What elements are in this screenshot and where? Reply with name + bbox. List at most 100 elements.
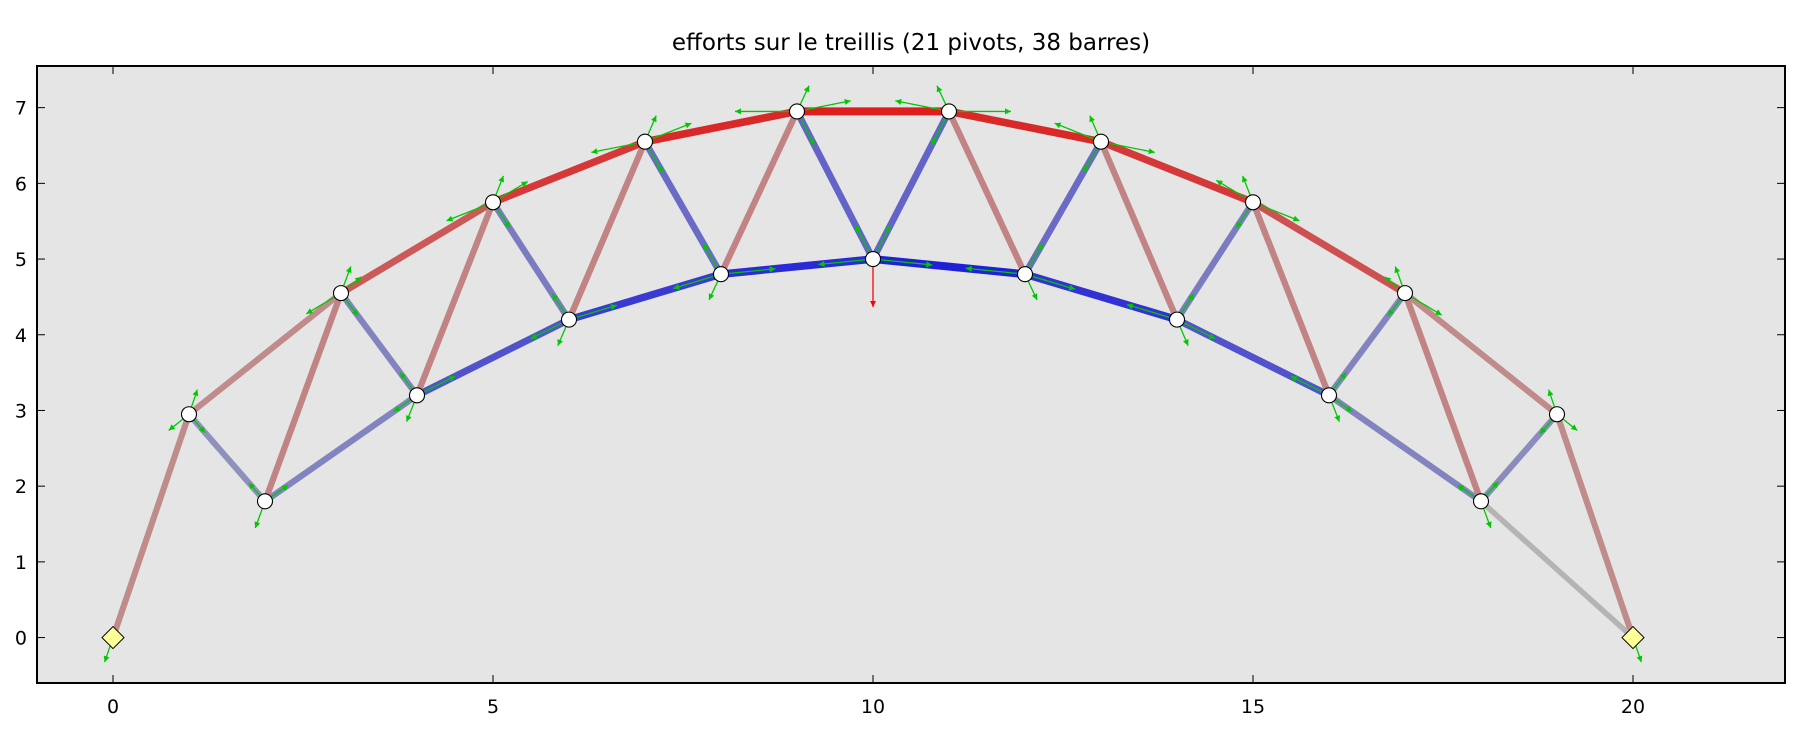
force-arrow-4-3-head — [400, 372, 407, 380]
force-arrow-1-0 — [190, 389, 199, 409]
force-arrow-11-13-head — [895, 98, 902, 105]
force-arrow-17-16-head — [1388, 309, 1395, 316]
node-6 — [560, 311, 578, 328]
force-arrow-17-18-head — [1394, 266, 1401, 274]
force-arrow-14-15-head — [1187, 293, 1194, 301]
force-arrow-0-1 — [103, 643, 112, 663]
force-arrow-1-2 — [192, 418, 206, 434]
force-arrow-14-16-head — [1208, 333, 1216, 339]
force-arrow-13-15 — [1054, 122, 1096, 141]
node-1 — [180, 406, 198, 423]
force-arrow-14-12-shaft — [1126, 303, 1172, 319]
force-arrow-9-7-head — [844, 98, 851, 105]
force-arrow-6-7-head — [557, 339, 563, 346]
force-arrow-17-19 — [1384, 276, 1401, 290]
force-arrow-18-16-head — [1457, 485, 1465, 491]
force-arrow-12-13-head — [1037, 243, 1043, 251]
force-arrow-15-16-head — [1242, 175, 1248, 183]
force-arrow-5-6 — [495, 206, 511, 229]
bar-17-19 — [1401, 290, 1561, 418]
force-arrow-3-4 — [344, 297, 359, 317]
force-arrow-19-18 — [1539, 418, 1554, 435]
force-arrow-4-2-head — [393, 405, 401, 412]
bar-3-5 — [337, 198, 497, 297]
force-arrow-6-7 — [557, 324, 568, 346]
force-arrow-11-13 — [895, 98, 944, 111]
force-arrow-10-12 — [878, 258, 933, 268]
force-arrow-6-8-head — [610, 304, 617, 310]
load-arrow-head — [870, 301, 876, 308]
force-arrow-8-7-head — [703, 243, 709, 251]
force-arrow-2-3-head — [254, 521, 261, 528]
force-arrow-17-15-shaft — [1409, 295, 1443, 316]
force-arrow-13-14-head — [1089, 115, 1095, 123]
force-arrow-9-8-head — [803, 85, 810, 93]
force-arrow-14-15 — [1179, 293, 1195, 315]
force-arrow-6-4 — [530, 321, 564, 340]
force-arrow-20-19 — [1634, 643, 1643, 663]
y-tick-label-7: 7 — [15, 98, 27, 120]
force-arrow-1-2-head — [198, 426, 206, 433]
force-arrow-11-13-shaft — [895, 100, 944, 111]
force-arrow-15-17-shaft — [1215, 179, 1249, 200]
force-arrow-19-20-head — [1547, 389, 1554, 397]
node-15 — [1244, 194, 1262, 211]
force-arrow-2-3 — [254, 506, 264, 529]
force-arrow-9-11 — [735, 108, 791, 115]
force-arrow-15-13 — [1258, 203, 1300, 222]
load-arrow — [870, 267, 876, 308]
force-arrow-12-10 — [965, 265, 1020, 275]
support-node-0 — [101, 625, 125, 650]
force-arrow-9-8 — [798, 85, 810, 107]
force-arrow-7-5-head — [684, 122, 692, 129]
force-arrow-16-14-shaft — [1290, 375, 1324, 394]
force-arrow-12-11-head — [1031, 293, 1038, 300]
node-11 — [940, 103, 958, 120]
force-arrow-6-4-shaft — [530, 321, 564, 340]
force-arrow-4-6-shaft — [422, 375, 456, 394]
force-arrow-6-4-head — [530, 333, 538, 339]
force-arrow-12-14-shaft — [1030, 275, 1076, 290]
force-arrow-7-8-head — [657, 165, 663, 173]
force-arrow-12-13 — [1027, 242, 1044, 270]
force-arrow-18-19-head — [1491, 481, 1499, 489]
force-arrow-5-4 — [494, 175, 505, 197]
node-17 — [1396, 285, 1414, 302]
force-arrow-3-2 — [342, 266, 352, 288]
force-arrow-3-5-head — [306, 308, 314, 314]
x-tick-label-0: 0 — [107, 696, 119, 718]
y-tick-label-5: 5 — [15, 249, 27, 271]
force-arrow-19-20 — [1547, 389, 1556, 409]
force-arrow-20-19-head — [1636, 655, 1643, 663]
force-arrow-13-14 — [1089, 115, 1100, 137]
force-arrow-16-15 — [1330, 400, 1341, 422]
force-arrow-17-16 — [1387, 297, 1402, 317]
bar-13-15 — [1097, 138, 1257, 206]
force-arrow-9-10-head — [808, 138, 815, 146]
force-arrow-14-13 — [1178, 324, 1189, 346]
force-arrow-9-11-head — [735, 108, 741, 115]
force-arrow-16-17 — [1332, 372, 1347, 391]
force-arrow-5-3 — [497, 180, 529, 200]
force-arrow-10-9 — [855, 224, 871, 255]
force-arrow-2-1 — [248, 482, 262, 498]
chart-title: efforts sur le treillis (21 pivots, 38 b… — [671, 30, 1151, 56]
force-arrow-9-7 — [802, 98, 851, 111]
force-arrow-11-10 — [931, 116, 947, 146]
force-arrow-9-10 — [799, 116, 815, 146]
force-arrow-12-14 — [1030, 275, 1076, 291]
force-arrow-8-6 — [672, 275, 716, 290]
force-arrow-7-9-head — [591, 148, 598, 155]
force-arrow-18-17-head — [1485, 521, 1492, 528]
force-arrow-10-12-head — [926, 261, 933, 268]
force-arrow-19-17-head — [1570, 424, 1578, 431]
x-tick-label-5: 5 — [487, 696, 499, 718]
y-tick-label-2: 2 — [15, 476, 27, 498]
bar-17-18 — [1401, 289, 1485, 505]
force-arrow-13-15-head — [1054, 122, 1062, 129]
force-arrow-7-9-shaft — [591, 142, 640, 154]
force-arrow-18-17 — [1482, 506, 1492, 529]
y-tick-label-3: 3 — [15, 400, 27, 422]
force-arrow-11-9-head — [1005, 108, 1011, 115]
